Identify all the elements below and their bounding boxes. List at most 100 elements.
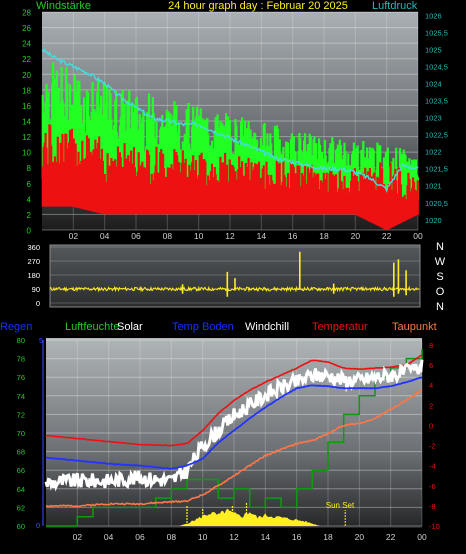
y-tick-right: -8 [429, 502, 436, 511]
series-wind-bars [41, 124, 419, 230]
y-tick-left: 62 [17, 503, 25, 512]
y-tick-left: 68 [17, 448, 25, 457]
x-tick: 06 [135, 532, 145, 542]
y-tick-rain: 5 [39, 336, 43, 345]
temperature-humidity-chart: Sun Set 6062646668707274767880-10-8-6-4-… [0, 321, 440, 542]
x-tick: 08 [163, 231, 173, 241]
y-tick-left: 12 [22, 133, 31, 142]
x-tick: 04 [104, 532, 114, 542]
x-tick: 00 [417, 532, 427, 542]
x-tick: 02 [73, 532, 83, 542]
y-tick-left: 64 [17, 485, 25, 494]
y-tick-left: 72 [17, 410, 25, 419]
y-tick-right: -4 [429, 462, 436, 471]
x-tick: 14 [257, 231, 267, 241]
y-tick-right: -10 [429, 522, 440, 531]
x-tick: 14 [261, 532, 271, 542]
chart1-left-label: Windstärke [36, 0, 91, 12]
y-tick-right: 1020,5 [425, 199, 448, 208]
y-tick-left: 4 [27, 195, 32, 204]
y-tick-left: 8 [27, 164, 32, 173]
y-tick-left: 18 [22, 86, 31, 95]
x-tick: 20 [355, 532, 365, 542]
sunset-annotation: Sun Set [326, 501, 355, 510]
series-temp-boden-line [45, 376, 423, 470]
y-tick: 270 [27, 257, 40, 266]
legend-item: Taupunkt [392, 321, 437, 333]
y-tick-left: 80 [17, 336, 25, 345]
y-tick-right: 1023,5 [425, 97, 448, 106]
x-tick: 02 [69, 231, 79, 241]
y-tick-right: -2 [429, 442, 436, 451]
x-tick: 16 [292, 532, 302, 542]
series-solar-spikes [186, 502, 248, 526]
series-taupunkt-line [45, 389, 423, 508]
legend-item: Solar [117, 321, 143, 333]
series-luftfeuchte-line [46, 349, 423, 527]
x-tick: 22 [386, 532, 396, 542]
x-tick: 10 [194, 231, 204, 241]
y-tick-right: 1020 [425, 216, 442, 225]
y-tick-left: 2 [27, 211, 32, 220]
x-tick: 18 [319, 231, 329, 241]
compass-label: S [436, 271, 443, 283]
series-solar-area [179, 508, 321, 526]
x-tick: 06 [131, 231, 141, 241]
y-tick-left: 6 [27, 180, 32, 189]
y-tick-left: 70 [17, 429, 25, 438]
series-windchill-line [44, 359, 424, 492]
y-tick-left: 74 [17, 392, 25, 401]
x-tick: 10 [198, 532, 208, 542]
x-tick: 12 [229, 532, 239, 542]
y-tick-left: 22 [22, 55, 31, 64]
compass-label: W [435, 256, 446, 268]
chart1-title: 24 hour graph day : Februar 20 2025 [168, 0, 348, 12]
y-tick-left: 78 [17, 355, 25, 364]
y-tick-left: 16 [22, 102, 31, 111]
y-tick-left: 0 [27, 227, 32, 236]
y-tick-left: 28 [22, 9, 31, 18]
y-tick-right: 4 [429, 381, 433, 390]
y-tick-left: 26 [22, 24, 31, 33]
y-tick-left: 20 [22, 71, 31, 80]
wind-pressure-chart: 024681012141618202224262810201020,510211… [22, 0, 448, 241]
legend-item: Temperatur [312, 321, 368, 333]
x-tick: 04 [100, 231, 110, 241]
y-tick-right: 1022 [425, 148, 442, 157]
y-tick-right: 1025 [425, 45, 442, 54]
y-tick-rain: 0 [36, 521, 40, 530]
y-tick-right: -6 [429, 482, 436, 491]
y-tick-right: 1023 [425, 114, 442, 123]
y-tick-left: 10 [22, 149, 31, 158]
y-tick: 360 [27, 243, 40, 252]
y-tick-right: 1024 [425, 80, 442, 89]
y-tick-left: 24 [22, 40, 31, 49]
compass-label: N [436, 301, 444, 313]
x-tick: 12 [225, 231, 235, 241]
y-tick-right: 1021 [425, 182, 442, 191]
x-tick: 00 [413, 231, 423, 241]
y-tick-right: 0 [429, 421, 433, 430]
y-tick-left: 66 [17, 466, 25, 475]
y-tick-right: 8 [429, 341, 433, 350]
compass-label: O [436, 286, 445, 298]
y-tick-left: 60 [17, 522, 25, 531]
y-tick-right: 1021,5 [425, 165, 448, 174]
x-tick: 20 [351, 231, 361, 241]
x-tick: 16 [288, 231, 298, 241]
y-tick-right: 1022,5 [425, 131, 448, 140]
x-tick: 08 [167, 532, 177, 542]
series-temperatur-line [45, 354, 423, 447]
y-tick-right: 2 [429, 401, 433, 410]
legend-item: Luftfeuchte [65, 321, 119, 333]
series-pressure-line [41, 47, 419, 194]
y-tick-right: 1024,5 [425, 63, 448, 72]
y-tick: 180 [27, 271, 40, 280]
y-tick-left: 14 [22, 118, 31, 127]
y-tick-right: 1026 [425, 11, 442, 20]
legend-item: Windchill [245, 321, 289, 333]
y-tick: 90 [32, 285, 40, 294]
y-tick-left: 76 [17, 373, 25, 382]
